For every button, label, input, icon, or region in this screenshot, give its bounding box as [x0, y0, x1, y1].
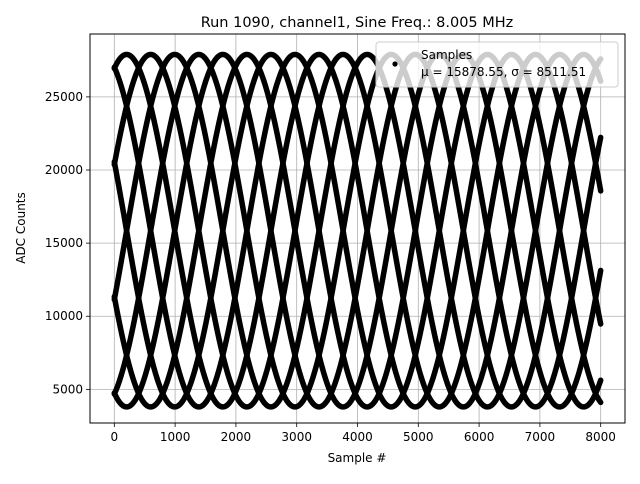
- y-axis-label: ADC Counts: [14, 192, 28, 264]
- chart-title: Run 1090, channel1, Sine Freq.: 8.005 MH…: [201, 15, 514, 31]
- sample-trace-8: [111, 51, 604, 410]
- y-tick-label: 20000: [45, 163, 83, 177]
- y-tick-label: 25000: [45, 90, 83, 104]
- y-tick-label: 5000: [52, 382, 83, 396]
- legend-marker: [392, 61, 398, 67]
- data-layer: [111, 51, 604, 410]
- sample-trace-5: [111, 51, 604, 410]
- x-axis-label: Sample #: [328, 451, 387, 465]
- x-tick-label: 2000: [221, 430, 252, 444]
- y-tick-label: 10000: [45, 309, 83, 323]
- x-tick-label: 1000: [160, 430, 191, 444]
- legend-title: Samples: [421, 48, 472, 62]
- legend: Samples μ = 15878.55, σ = 8511.51: [375, 41, 619, 88]
- sample-trace-3: [111, 51, 604, 410]
- x-tick-label: 8000: [585, 430, 616, 444]
- x-tick-label: 7000: [525, 430, 556, 444]
- x-tick-label: 0: [110, 430, 118, 444]
- ticks: 0 1000 2000 3000 4000 5000 6000 7000 8000 5000 100…: [45, 90, 616, 444]
- x-tick-label: 4000: [342, 430, 373, 444]
- x-tick-label: 5000: [403, 430, 434, 444]
- sample-trace-4: [111, 51, 604, 410]
- sample-trace-6: [111, 51, 604, 410]
- legend-box: [375, 41, 619, 88]
- x-tick-label: 6000: [464, 430, 495, 444]
- y-tick-label: 15000: [45, 236, 83, 250]
- sample-trace-7: [111, 51, 604, 410]
- x-tick-label: 3000: [281, 430, 312, 444]
- legend-stats: μ = 15878.55, σ = 8511.51: [421, 65, 586, 79]
